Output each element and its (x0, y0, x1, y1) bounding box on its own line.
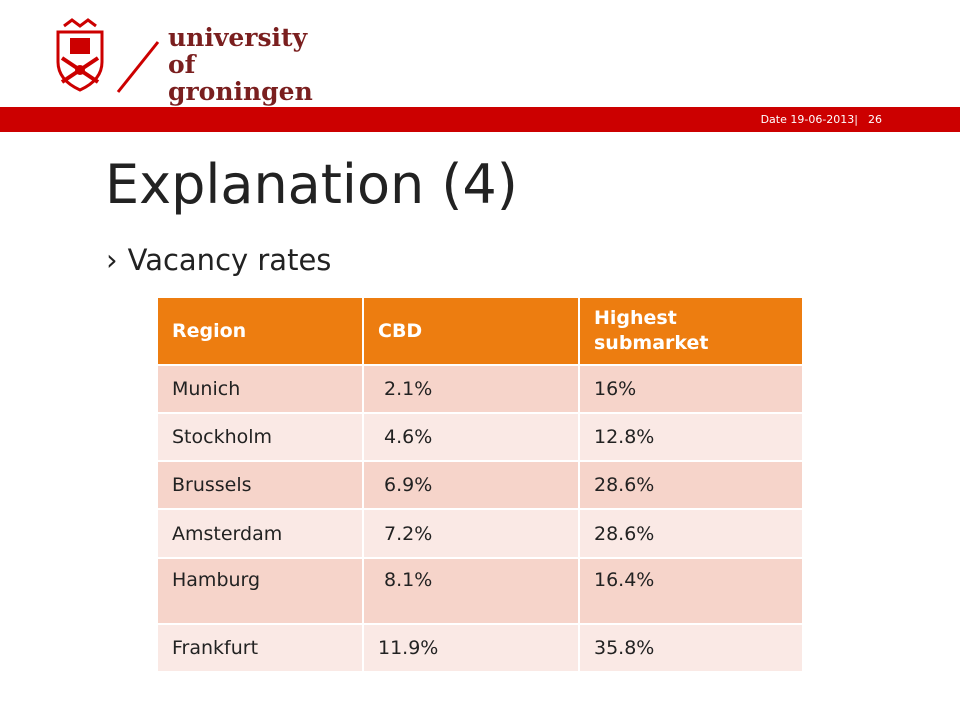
table-row: Amsterdam 7.2% 28.6% (158, 509, 802, 559)
table-row: Brussels 6.9% 28.6% (158, 461, 802, 510)
cell-region: Frankfurt (158, 624, 363, 673)
table-row: Hamburg 8.1% 16.4% (158, 558, 802, 625)
wordmark-line2: groningen (168, 77, 313, 106)
cell-highest-submarket: 16% (578, 365, 802, 414)
cell-region: Stockholm (158, 413, 363, 462)
cell-highest-submarket: 28.6% (578, 461, 802, 510)
cell-cbd: 8.1% (362, 558, 579, 625)
header-bar (0, 107, 960, 132)
bullet-text: Vacancy rates (127, 243, 332, 277)
cell-highest-submarket: 28.6% (578, 509, 802, 559)
table-row: Frankfurt 11.9% 35.8% (158, 624, 802, 673)
column-header-cbd: CBD (362, 298, 579, 366)
bullet-item: › Vacancy rates (106, 240, 331, 280)
cell-cbd: 2.1% (362, 365, 579, 414)
cell-highest-submarket: 35.8% (578, 624, 802, 673)
cell-region: Hamburg (158, 558, 363, 625)
bullet-mark-icon: › (106, 243, 118, 277)
page-number: 26 (868, 113, 882, 126)
cell-highest-submarket: 12.8% (578, 413, 802, 462)
cell-region: Brussels (158, 461, 363, 510)
cell-cbd: 4.6% (362, 413, 579, 462)
table-row: Stockholm 4.6% 12.8% (158, 413, 802, 462)
wordmark-line1: university of (168, 23, 308, 79)
column-header-region: Region (158, 298, 363, 366)
cell-region: Munich (158, 365, 363, 414)
table-header-row: Region CBD Highest submarket (158, 298, 802, 366)
university-wordmark: university of groningen (168, 24, 320, 105)
cell-region: Amsterdam (158, 509, 363, 559)
column-header-highest-submarket: Highest submarket (578, 298, 802, 366)
cell-cbd: 6.9% (362, 461, 579, 510)
table-row: Munich 2.1% 16% (158, 365, 802, 414)
coat-of-arms-icon (56, 18, 104, 92)
slide-title: Explanation (4) (105, 153, 518, 216)
header-date: Date 19-06-2013| (760, 113, 858, 126)
cell-cbd: 7.2% (362, 509, 579, 559)
cell-cbd: 11.9% (362, 624, 579, 673)
vacancy-rates-table: Region CBD Highest submarket Munich 2.1%… (158, 298, 802, 673)
university-logo: university of groningen (50, 18, 320, 105)
slash-mark-icon (116, 41, 160, 93)
cell-highest-submarket: 16.4% (578, 558, 802, 625)
